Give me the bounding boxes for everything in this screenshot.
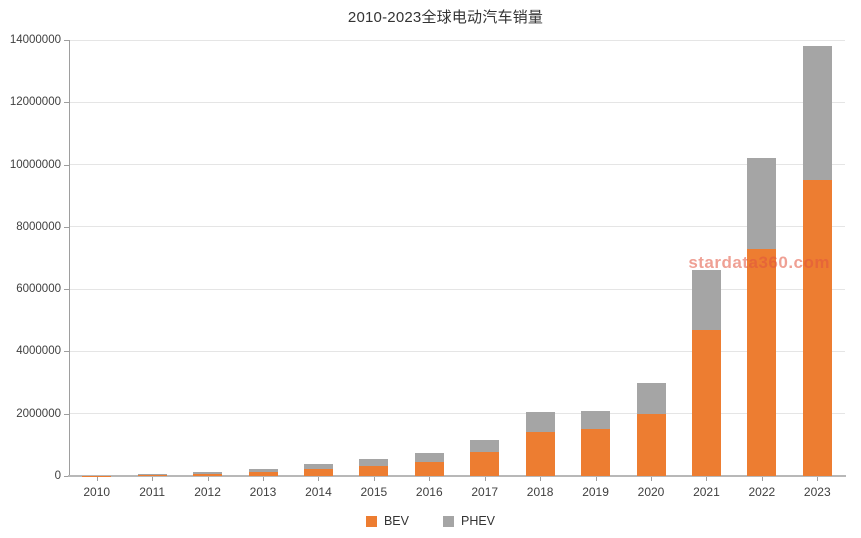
bar-segment-phev-2021[interactable] xyxy=(691,270,721,330)
x-axis-tick-label: 2019 xyxy=(582,485,609,499)
x-axis-tick-label: 2012 xyxy=(194,485,221,499)
y-axis-tick-label: 10000000 xyxy=(9,158,61,171)
bar-segment-phev-2017[interactable] xyxy=(470,439,500,453)
x-axis-tick-label: 2021 xyxy=(693,485,720,499)
y-axis-line xyxy=(69,40,70,476)
bar-segment-phev-2014[interactable] xyxy=(303,464,333,469)
y-axis-tick xyxy=(64,476,69,477)
bar-segment-bev-2023[interactable] xyxy=(802,180,832,476)
gridline xyxy=(69,39,845,41)
y-axis-tick xyxy=(64,226,69,228)
x-axis-tick xyxy=(152,477,154,481)
bar-segment-phev-2016[interactable] xyxy=(414,452,444,462)
y-axis-tick-label: 12000000 xyxy=(9,96,61,109)
gridline xyxy=(69,350,845,352)
gridline xyxy=(69,101,845,103)
x-axis-tick-label: 2013 xyxy=(249,485,277,499)
legend-item-phev[interactable]: PHEV xyxy=(442,514,496,528)
x-axis-tick xyxy=(540,477,542,481)
bar-segment-bev-2016[interactable] xyxy=(414,461,444,476)
gridline xyxy=(69,288,845,290)
x-axis-tick xyxy=(817,477,819,481)
x-axis-tick xyxy=(651,477,652,481)
bar-segment-bev-2013[interactable] xyxy=(248,471,278,476)
bar-segment-phev-2013[interactable] xyxy=(248,468,278,472)
x-axis-tick-label: 2015 xyxy=(360,485,388,499)
y-axis-tick xyxy=(64,164,69,166)
x-axis-tick xyxy=(484,477,486,481)
x-axis-tick xyxy=(96,477,98,481)
gridline xyxy=(69,164,845,166)
y-axis-tick xyxy=(64,40,69,41)
bar-segment-phev-2022[interactable] xyxy=(747,158,777,249)
x-axis-tick xyxy=(263,477,264,481)
bar-segment-phev-2019[interactable] xyxy=(581,411,611,430)
bar-segment-bev-2017[interactable] xyxy=(470,452,500,476)
legend-label-bev: BEV xyxy=(383,514,409,528)
x-axis-tick-label: 2014 xyxy=(305,485,332,499)
bar-segment-bev-2015[interactable] xyxy=(359,465,389,476)
x-axis-tick-label: 2020 xyxy=(637,485,665,499)
y-axis-tick-label: 4000000 xyxy=(16,345,61,358)
x-axis-tick xyxy=(429,477,431,481)
bar-segment-phev-2018[interactable] xyxy=(525,412,555,433)
bar-segment-bev-2021[interactable] xyxy=(691,329,721,476)
bar-segment-bev-2012[interactable] xyxy=(193,473,223,476)
legend: BEV PHEV xyxy=(0,514,861,528)
x-axis-tick-label: 2018 xyxy=(526,485,554,499)
x-axis-tick xyxy=(373,477,375,481)
phev-swatch-icon xyxy=(442,515,454,527)
y-axis-tick xyxy=(64,102,69,104)
y-axis-tick xyxy=(64,413,69,415)
bev-swatch-icon xyxy=(365,515,377,527)
x-axis-tick-label: 2016 xyxy=(415,485,443,499)
legend-label-phev: PHEV xyxy=(460,514,496,528)
gridline xyxy=(69,413,845,415)
x-axis-tick-label: 2010 xyxy=(83,485,111,499)
x-axis-tick xyxy=(207,477,209,481)
bar-segment-bev-2020[interactable] xyxy=(636,413,666,476)
bar-segment-bev-2022[interactable] xyxy=(747,248,777,476)
chart-title: 2010-2023全球电动汽车销量 xyxy=(347,9,544,26)
x-axis-tick-label: 2022 xyxy=(748,485,776,499)
x-axis-tick-label: 2023 xyxy=(803,485,831,499)
y-axis-tick-label: 6000000 xyxy=(16,283,61,296)
y-axis-tick xyxy=(64,289,69,291)
bar-segment-phev-2020[interactable] xyxy=(636,382,666,414)
bar-segment-phev-2015[interactable] xyxy=(359,458,389,466)
x-axis-tick xyxy=(706,477,708,481)
bar-segment-phev-2023[interactable] xyxy=(802,46,832,181)
x-axis-tick xyxy=(595,477,597,481)
y-axis-tick xyxy=(64,351,69,353)
x-axis-line xyxy=(68,475,846,477)
x-axis-tick-label: 2011 xyxy=(139,485,166,499)
x-axis-tick-label: 2017 xyxy=(471,485,499,499)
bar-segment-phev-2012[interactable] xyxy=(193,472,223,474)
y-axis-tick-label: 8000000 xyxy=(16,220,61,233)
legend-item-bev[interactable]: BEV xyxy=(365,514,409,528)
y-axis-tick-label: 2000000 xyxy=(16,407,61,420)
y-axis-tick-label: 0 xyxy=(54,470,61,482)
bar-segment-bev-2014[interactable] xyxy=(303,468,333,476)
bar-segment-bev-2019[interactable] xyxy=(581,429,611,476)
bar-segment-bev-2011[interactable] xyxy=(137,474,167,476)
x-axis-tick xyxy=(318,477,320,481)
y-axis-tick-label: 14000000 xyxy=(9,34,61,46)
gridline xyxy=(69,226,845,228)
bar-segment-bev-2018[interactable] xyxy=(525,432,555,476)
x-axis-tick xyxy=(761,477,763,481)
